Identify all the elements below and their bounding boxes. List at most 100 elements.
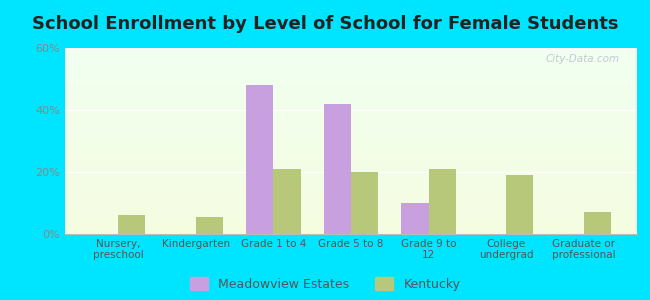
Bar: [65, 115, 637, 117]
Bar: [65, 215, 637, 217]
Bar: [65, 189, 637, 191]
Bar: [65, 76, 637, 78]
Bar: [65, 61, 637, 63]
Bar: [65, 200, 637, 202]
Bar: [118, 215, 146, 234]
Bar: [65, 102, 637, 104]
Bar: [65, 210, 637, 212]
Bar: [65, 67, 637, 68]
Bar: [65, 96, 637, 98]
Bar: [65, 93, 637, 94]
Bar: [246, 85, 274, 234]
Bar: [65, 117, 637, 119]
Bar: [65, 122, 637, 124]
Bar: [65, 82, 637, 83]
Bar: [65, 110, 637, 111]
Legend: Meadowview Estates, Kentucky: Meadowview Estates, Kentucky: [190, 277, 460, 291]
Text: City-Data.com: City-Data.com: [546, 54, 620, 64]
Bar: [65, 197, 637, 199]
Bar: [65, 56, 637, 57]
Bar: [65, 228, 637, 230]
Bar: [65, 141, 637, 143]
Bar: [65, 119, 637, 121]
Bar: [65, 52, 637, 54]
Bar: [65, 182, 637, 184]
Bar: [65, 145, 637, 147]
Bar: [65, 48, 637, 50]
Bar: [65, 72, 637, 74]
Bar: [65, 63, 637, 65]
Bar: [65, 226, 637, 228]
Bar: [65, 132, 637, 134]
Bar: [65, 100, 637, 102]
Bar: [65, 91, 637, 93]
Bar: [351, 172, 378, 234]
Bar: [65, 126, 637, 128]
Bar: [65, 225, 637, 226]
Bar: [65, 221, 637, 223]
Bar: [65, 180, 637, 182]
Bar: [65, 171, 637, 172]
Bar: [402, 203, 428, 234]
Bar: [65, 212, 637, 214]
Bar: [584, 212, 611, 234]
Bar: [65, 135, 637, 137]
Bar: [65, 80, 637, 82]
Bar: [65, 158, 637, 160]
Bar: [65, 167, 637, 169]
Bar: [65, 152, 637, 154]
Bar: [65, 94, 637, 96]
Bar: [65, 50, 637, 52]
Bar: [65, 188, 637, 189]
Bar: [65, 85, 637, 87]
Bar: [65, 204, 637, 206]
Bar: [65, 124, 637, 126]
Bar: [65, 169, 637, 171]
Bar: [65, 65, 637, 67]
Bar: [65, 219, 637, 221]
Bar: [65, 107, 637, 110]
Bar: [506, 175, 534, 234]
Bar: [65, 161, 637, 163]
Bar: [65, 217, 637, 219]
Bar: [65, 195, 637, 197]
Bar: [65, 147, 637, 148]
Text: School Enrollment by Level of School for Female Students: School Enrollment by Level of School for…: [32, 15, 618, 33]
Bar: [65, 202, 637, 204]
Bar: [65, 104, 637, 106]
Bar: [65, 78, 637, 80]
Bar: [65, 143, 637, 145]
Bar: [65, 176, 637, 178]
Bar: [65, 70, 637, 72]
Bar: [65, 230, 637, 232]
Bar: [274, 169, 300, 234]
Bar: [65, 178, 637, 180]
Bar: [65, 172, 637, 175]
Bar: [65, 208, 637, 210]
Bar: [65, 206, 637, 208]
Bar: [65, 87, 637, 89]
Bar: [65, 89, 637, 91]
Bar: [65, 193, 637, 195]
Bar: [196, 217, 223, 234]
Bar: [65, 175, 637, 176]
Bar: [65, 150, 637, 152]
Bar: [65, 128, 637, 130]
Bar: [65, 163, 637, 165]
Bar: [65, 156, 637, 158]
Bar: [65, 223, 637, 225]
Bar: [65, 83, 637, 85]
Bar: [65, 130, 637, 132]
Bar: [65, 57, 637, 59]
Bar: [65, 134, 637, 135]
Bar: [65, 137, 637, 139]
Bar: [65, 165, 637, 167]
Bar: [65, 232, 637, 234]
Bar: [65, 111, 637, 113]
Bar: [65, 191, 637, 193]
Bar: [65, 74, 637, 76]
Bar: [65, 154, 637, 156]
Bar: [65, 186, 637, 188]
Bar: [65, 106, 637, 107]
Bar: [65, 68, 637, 70]
